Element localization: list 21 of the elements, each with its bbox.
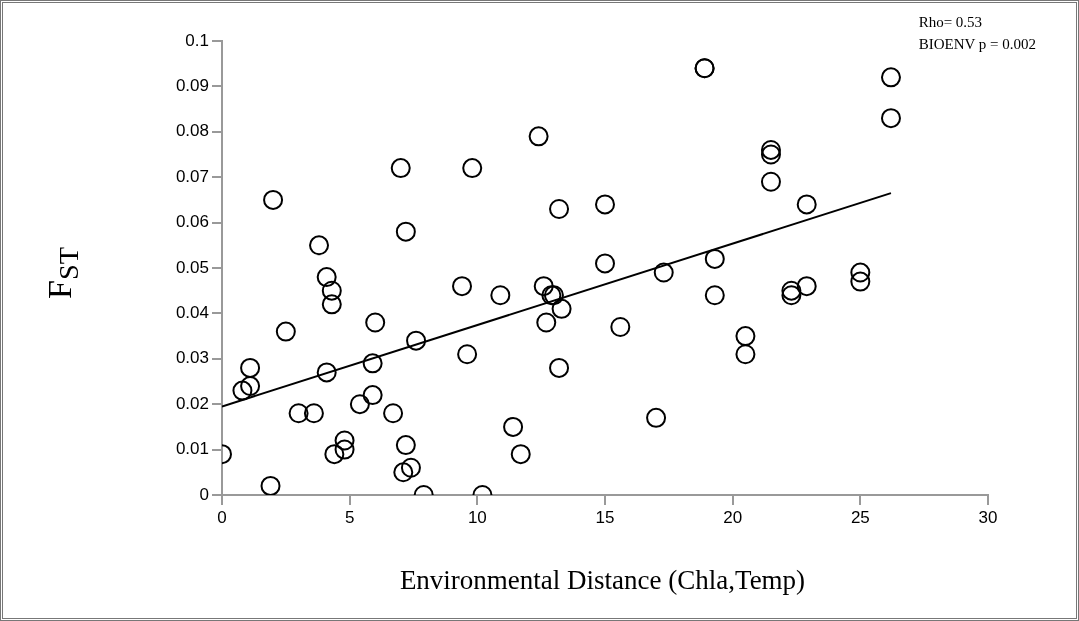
x-tick-label: 25 <box>850 507 870 527</box>
y-tick-label: 0.02 <box>175 393 209 413</box>
y-tick-label: 0.03 <box>175 348 209 368</box>
y-tick-label: 0.1 <box>185 30 209 50</box>
y-tick-label: 0.07 <box>175 166 209 186</box>
annotation: BIOENV p = 0.002 <box>918 35 1036 54</box>
x-axis-title: Environmental Distance (Chla,Temp) <box>398 565 807 596</box>
x-tick-label: 0 <box>217 507 227 527</box>
y-tick-label: 0.09 <box>175 76 209 96</box>
x-tick-label: 10 <box>467 507 487 527</box>
x-tick-label: 15 <box>595 507 615 527</box>
y-tick-label: 0 <box>199 484 209 504</box>
y-tick-label: 0.05 <box>175 257 209 277</box>
y-tick-label: 0.06 <box>175 212 209 232</box>
x-tick-label: 20 <box>723 507 743 527</box>
x-tick-label: 30 <box>978 507 998 527</box>
y-tick-label: 0.04 <box>175 303 209 323</box>
y-tick-label: 0.01 <box>175 439 209 459</box>
y-tick-label: 0.08 <box>175 121 209 141</box>
x-tick-label: 5 <box>344 507 355 527</box>
text: Rho= 0.53 <box>918 13 984 32</box>
